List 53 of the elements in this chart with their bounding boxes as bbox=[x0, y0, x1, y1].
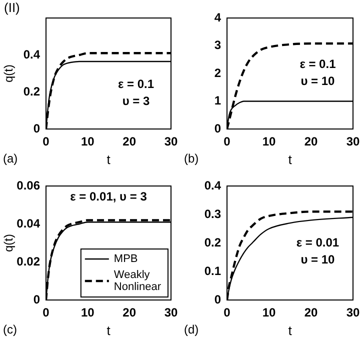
y-tick-label: 0.04 bbox=[16, 216, 40, 230]
text: (d) bbox=[184, 322, 199, 336]
y-tick-label: 0.4 bbox=[204, 178, 222, 192]
annotation: υ = 3 bbox=[122, 94, 150, 108]
x-tick-label: 20 bbox=[304, 306, 318, 320]
y-tick-label: 0 bbox=[33, 292, 40, 306]
x-tick-label: 10 bbox=[262, 306, 276, 320]
x-tick-label: 0 bbox=[224, 306, 231, 320]
x-tick-label: 10 bbox=[80, 134, 95, 149]
annotation: ε = 0.1 bbox=[118, 76, 154, 91]
x-axis-title: t bbox=[288, 322, 292, 338]
x-tick-label: 20 bbox=[122, 306, 136, 320]
x-axis-title: t bbox=[106, 322, 111, 338]
y-tick-label: 0 bbox=[33, 121, 40, 136]
y-axis-title: q(t) bbox=[2, 234, 16, 252]
x-tick-label: 30 bbox=[164, 134, 178, 149]
x-tick-label: 20 bbox=[122, 134, 136, 149]
x-tick-label: 10 bbox=[262, 134, 276, 149]
annotation: υ = 10 bbox=[300, 74, 336, 88]
y-tick-label: 0.2 bbox=[204, 235, 222, 250]
annotation: ε = 0.01 bbox=[296, 235, 340, 250]
y-tick-label: 0 bbox=[214, 121, 222, 136]
y-tick-label: 0 bbox=[214, 292, 222, 306]
x-tick-label: 0 bbox=[42, 134, 50, 149]
x-tick-label: 30 bbox=[164, 306, 178, 320]
y-tick-label: 3 bbox=[214, 38, 222, 52]
y-tick-label: 0.1 bbox=[204, 264, 222, 278]
legend-label: MPB bbox=[114, 253, 138, 266]
x-tick-label: 30 bbox=[346, 306, 360, 320]
x-tick-label: 20 bbox=[304, 134, 318, 149]
x-tick-label: 0 bbox=[42, 306, 50, 320]
y-tick-label: 4 bbox=[214, 10, 222, 24]
y-tick-label: 0.06 bbox=[16, 178, 40, 192]
y-axis-title: q(t) bbox=[2, 64, 16, 82]
chart-title: (II) bbox=[4, 0, 20, 16]
text: (c) bbox=[3, 322, 17, 336]
y-tick-label: 1 bbox=[214, 94, 222, 108]
x-axis-title: t bbox=[106, 152, 111, 167]
x-axis-title: t bbox=[288, 152, 292, 167]
annotation: ε = 0.01, υ = 3 bbox=[70, 190, 148, 204]
y-tick-label: 0.2 bbox=[23, 84, 40, 98]
y-tick-label: 0.4 bbox=[23, 47, 40, 62]
x-tick-label: 0 bbox=[224, 134, 231, 149]
legend-label: Weakly Nonlinear bbox=[114, 269, 162, 294]
y-tick-label: 0.3 bbox=[204, 206, 222, 221]
annotation: ε = 0.1 bbox=[300, 56, 336, 71]
x-tick-label: 30 bbox=[346, 134, 360, 149]
y-tick-label: 0.02 bbox=[16, 254, 40, 268]
x-tick-label: 10 bbox=[80, 306, 95, 320]
text: (b) bbox=[184, 151, 199, 166]
annotation: υ = 10 bbox=[300, 252, 336, 266]
y-tick-label: 2 bbox=[214, 66, 222, 80]
text: (a) bbox=[3, 151, 18, 166]
